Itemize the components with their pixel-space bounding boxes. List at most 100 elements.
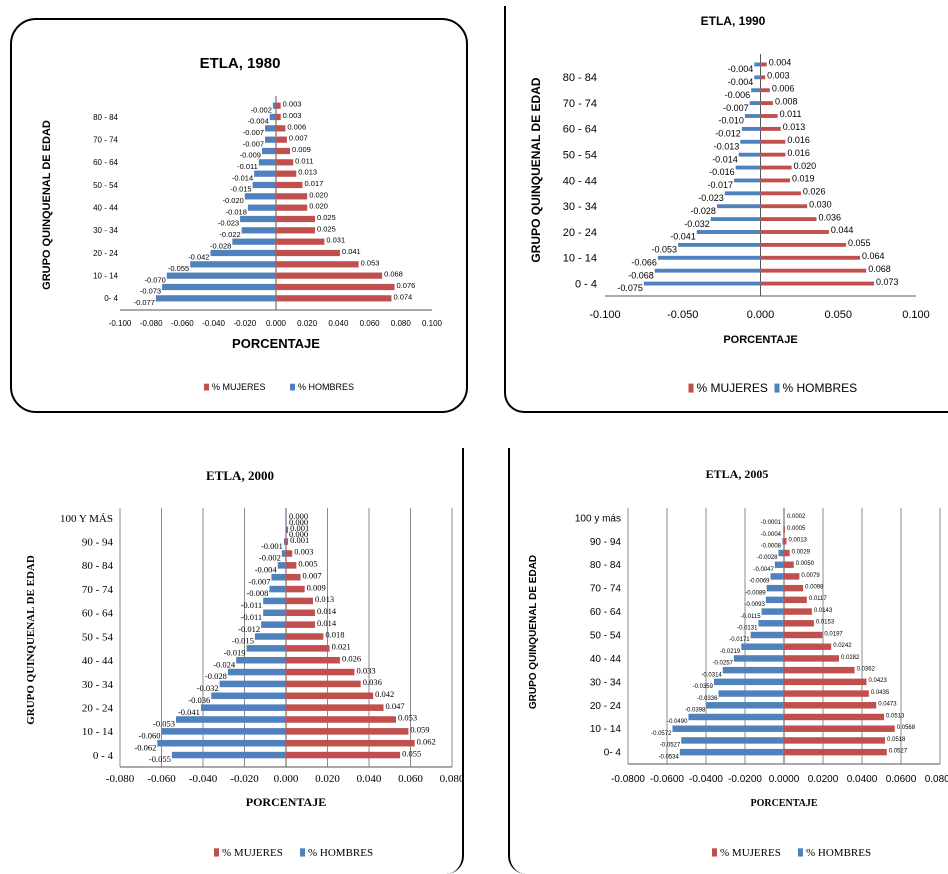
c3-data-label: -0.0069 xyxy=(749,579,770,585)
c2-title: ETLA, 2000 xyxy=(206,468,274,483)
c3-data-label: -0.0008 xyxy=(761,543,782,549)
c3-data-label: 0.0143 xyxy=(814,608,833,614)
c0-bar-mujeres xyxy=(276,136,287,143)
c2-data-label: 0.026 xyxy=(342,653,361,663)
c0-data-label: 0.020 xyxy=(309,202,328,211)
c1-bar-hombres xyxy=(643,281,761,286)
c2-x-tick-label: -0.020 xyxy=(230,773,259,785)
c0-title: ETLA, 1980 xyxy=(200,55,281,72)
c3-data-label: 0.0098 xyxy=(805,584,824,590)
c3-legend-swatch-mujeres xyxy=(712,848,717,857)
c0-bar-hombres xyxy=(261,147,276,155)
c1-bar-hombres xyxy=(749,101,761,106)
c3-category-label: 20 - 24 xyxy=(590,701,622,712)
c3-data-label: -0.0527 xyxy=(660,743,681,749)
c2-data-label: 0.042 xyxy=(375,689,394,699)
c0-bar-mujeres xyxy=(276,170,297,177)
c3-data-label: -0.0257 xyxy=(713,661,734,667)
c3-bar-hombres xyxy=(761,608,784,615)
c0-bar-hombres xyxy=(252,181,276,189)
c2-bar-hombres xyxy=(271,573,286,581)
c3-data-label: 0.0117 xyxy=(809,596,828,602)
c0-bar-mujeres xyxy=(276,215,315,223)
c1-bar-mujeres xyxy=(760,101,773,106)
c1-data-label: -0.012 xyxy=(715,129,741,139)
c2-data-label: -0.011 xyxy=(241,612,263,622)
c2-bar-mujeres xyxy=(286,692,374,700)
c3-bar-hombres xyxy=(782,538,784,545)
c3-data-label: 0.0050 xyxy=(796,561,815,567)
c0-bar-hombres xyxy=(232,238,276,245)
c2-bar-mujeres xyxy=(286,538,289,545)
c2-data-label: 0.053 xyxy=(398,713,417,723)
c1-bar-hombres xyxy=(754,62,761,67)
c0-x-tick-label: -0.020 xyxy=(233,319,256,328)
c0-category-label: 20 - 24 xyxy=(93,249,118,258)
c0-data-label: -0.022 xyxy=(219,230,240,239)
c0-bar-mujeres xyxy=(276,181,303,189)
c2-x-tick-label: 0.000 xyxy=(274,773,299,785)
c2-data-label: -0.041 xyxy=(178,707,200,717)
c3-data-label: 0.0029 xyxy=(792,549,811,555)
c1-data-label: 0.011 xyxy=(780,109,802,119)
c3-data-label: 0.0079 xyxy=(801,573,820,579)
c0-data-label: -0.070 xyxy=(145,275,166,284)
c0-data-label: 0.007 xyxy=(289,134,308,143)
c0-bar-mujeres xyxy=(276,283,395,291)
c0-x-tick-label: -0.080 xyxy=(140,319,163,328)
c2-data-label: -0.036 xyxy=(188,695,210,705)
c3-bar-mujeres xyxy=(784,608,812,615)
c2-legend-swatch-mujeres xyxy=(214,848,219,857)
c3-data-label: 0.0242 xyxy=(833,643,852,649)
c3-bar-mujeres xyxy=(784,690,869,697)
c1-bar-hombres xyxy=(741,126,761,131)
c1-bar-hombres xyxy=(724,191,761,196)
c3-bar-hombres xyxy=(706,702,784,709)
c0-legend-swatch-mujeres xyxy=(204,383,209,391)
c0-x-axis-title: PORCENTAJE xyxy=(232,336,320,351)
chart-frame-2005 xyxy=(508,448,948,874)
chart-frame-1990 xyxy=(504,6,948,413)
c2-bar-hombres xyxy=(200,704,286,711)
c3-category-label: 10 - 14 xyxy=(590,724,622,735)
c3-category-label: 50 - 54 xyxy=(590,631,622,642)
c1-data-label: -0.068 xyxy=(628,270,654,280)
c2-legend-swatch-hombres xyxy=(300,848,305,857)
c1-legend-label-hombres: % HOMBRES xyxy=(783,381,858,395)
c0-data-label: -0.028 xyxy=(210,241,231,250)
c3-data-label: -0.0093 xyxy=(745,602,766,608)
c0-bar-hombres xyxy=(155,295,276,302)
c2-data-label: -0.024 xyxy=(213,659,236,669)
c1-data-label: 0.044 xyxy=(831,225,854,235)
c0-data-label: -0.042 xyxy=(188,253,209,262)
c2-data-label: 0.018 xyxy=(325,630,344,640)
c0-bar-hombres xyxy=(269,113,276,121)
c3-bar-mujeres xyxy=(784,620,814,627)
c0-bar-hombres xyxy=(254,170,276,177)
c1-data-label: -0.004 xyxy=(728,64,754,74)
c2-category-label: 50 - 54 xyxy=(82,631,114,643)
c3-bar-mujeres xyxy=(784,549,790,557)
c1-data-label: 0.055 xyxy=(848,238,871,248)
c3-data-label: -0.0004 xyxy=(761,532,782,538)
c2-bar-mujeres xyxy=(286,562,297,569)
c2-category-label: 60 - 64 xyxy=(82,608,114,620)
c1-data-label: -0.053 xyxy=(652,245,678,255)
c3-data-label: -0.0336 xyxy=(697,696,718,702)
c1-bar-mujeres xyxy=(760,114,778,118)
c2-category-label: 100 Y MÁS xyxy=(60,513,113,525)
c2-category-label: 0 - 4 xyxy=(93,750,114,762)
c0-category-label: 50 - 54 xyxy=(93,181,118,190)
c3-category-label: 90 - 94 xyxy=(590,537,622,548)
c1-category-label: 10 - 14 xyxy=(563,253,597,265)
c1-bar-hombres xyxy=(716,204,761,209)
c3-x-tick-label: 0.0000 xyxy=(769,774,800,785)
c2-bar-mujeres xyxy=(286,704,384,711)
c2-data-label: 0.009 xyxy=(307,582,326,592)
c1-data-label: 0.026 xyxy=(803,187,826,197)
c1-bar-hombres xyxy=(738,152,761,157)
c1-data-label: -0.075 xyxy=(617,283,643,293)
c2-data-label: 0.003 xyxy=(294,547,313,557)
c3-data-label: -0.0115 xyxy=(741,614,762,620)
